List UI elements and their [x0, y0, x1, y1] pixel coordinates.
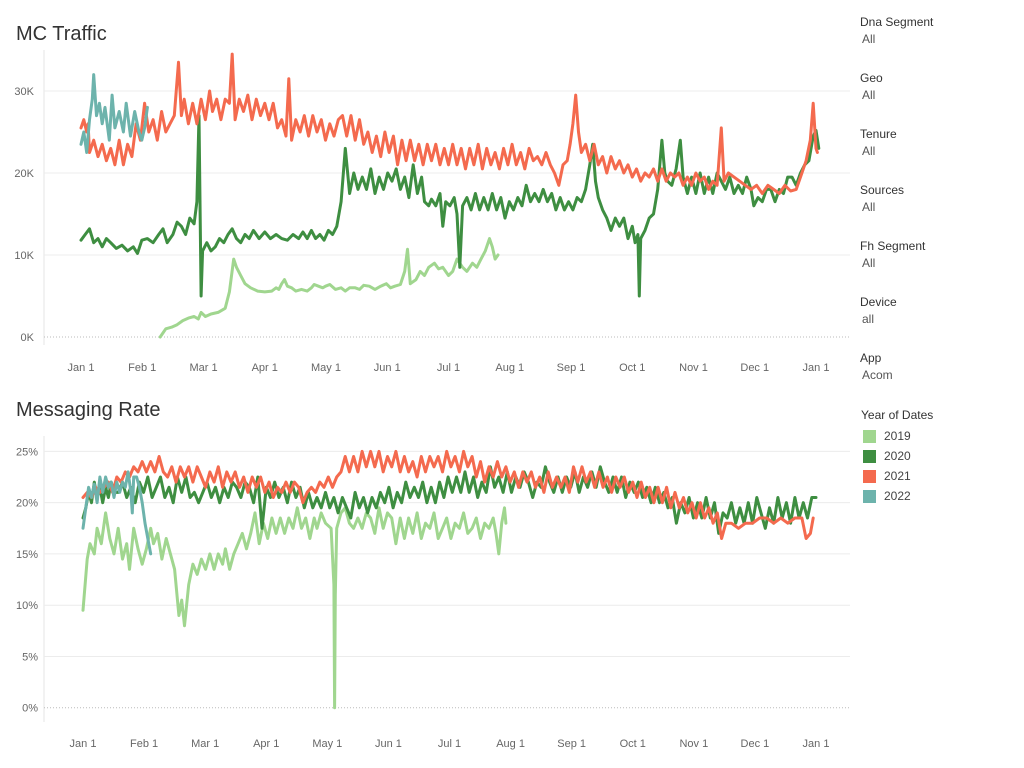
- messaging-rate-series: [81, 449, 818, 710]
- x-tick-label: Jun 1: [374, 362, 401, 374]
- messaging-rate-title: Messaging Rate: [16, 399, 161, 421]
- series-line-2019[interactable]: [81, 506, 508, 710]
- x-tick-label: Mar 1: [191, 738, 219, 750]
- x-tick-label: Jan 1: [803, 362, 830, 374]
- filter-label: App: [860, 351, 882, 365]
- filter-fh-segment: Fh Segment All: [860, 238, 1020, 294]
- filter-label: Geo: [860, 71, 883, 85]
- x-tick-label: Jun 1: [375, 738, 402, 750]
- filter-value[interactable]: All: [862, 32, 876, 46]
- x-tick-label: Jul 1: [437, 362, 460, 374]
- filter-value[interactable]: all: [862, 312, 875, 326]
- x-tick-label: Dec 1: [740, 362, 769, 374]
- series-line-2021[interactable]: [79, 52, 819, 195]
- series-line-2021[interactable]: [81, 449, 815, 540]
- y-tick-label: 10%: [16, 600, 38, 612]
- legend-label: 2022: [884, 489, 911, 503]
- legend-swatch: [863, 449, 876, 463]
- legend-label: 2020: [884, 449, 911, 463]
- legend-item-2021[interactable]: 2021: [861, 466, 1021, 486]
- x-tick-label: Nov 1: [679, 362, 708, 374]
- x-tick-label: Aug 1: [496, 738, 525, 750]
- x-tick-label: Jul 1: [438, 738, 461, 750]
- x-tick-label: Jan 1: [68, 362, 95, 374]
- y-tick-label: 0K: [21, 332, 35, 344]
- x-tick-label: Dec 1: [741, 738, 770, 750]
- x-tick-label: Oct 1: [619, 362, 645, 374]
- legend-swatch: [863, 469, 876, 483]
- filter-sources: Sources All: [860, 182, 1020, 238]
- mc-traffic-title: MC Traffic: [16, 23, 107, 45]
- legend-swatch: [863, 489, 876, 503]
- filter-geo: Geo All: [860, 70, 1020, 126]
- series-line-2022[interactable]: [79, 73, 149, 154]
- x-tick-label: Jan 1: [70, 738, 97, 750]
- x-tick-label: Aug 1: [495, 362, 524, 374]
- legend-swatch: [863, 429, 876, 443]
- legend-label: 2021: [884, 469, 911, 483]
- year-legend: Year of Dates 2019 2020 2021 2022: [861, 407, 1021, 506]
- filter-value[interactable]: All: [862, 144, 876, 158]
- mc-traffic-y-axis: 0K 10K 20K 30K: [14, 86, 34, 344]
- filter-tenure: Tenure All: [860, 126, 1020, 182]
- y-tick-label: 20K: [14, 168, 34, 180]
- legend-label: 2019: [884, 429, 911, 443]
- filter-value[interactable]: Acom: [862, 368, 893, 382]
- y-tick-label: 10K: [14, 250, 34, 262]
- filter-value[interactable]: All: [862, 256, 876, 270]
- x-tick-label: Nov 1: [679, 738, 708, 750]
- series-line-2022[interactable]: [81, 470, 153, 556]
- mc-traffic-grid: [43, 50, 850, 345]
- filter-dna-segment: Dna Segment All: [860, 14, 1020, 70]
- filter-app: App Acom: [860, 350, 1020, 406]
- mc-traffic-x-axis: Jan 1 Feb 1 Mar 1 Apr 1 May 1 Jun 1 Jul 1 Aug 1…: [68, 362, 830, 374]
- filter-label: Device: [860, 295, 897, 309]
- y-tick-label: 5%: [22, 651, 38, 663]
- filter-panel: Dna Segment All Geo All Tenure All Sourc…: [860, 14, 1020, 406]
- filter-label: Dna Segment: [860, 15, 934, 29]
- x-tick-label: Oct 1: [620, 738, 646, 750]
- legend-title: Year of Dates: [861, 408, 934, 422]
- messaging-rate-grid: [43, 436, 850, 722]
- x-tick-label: Mar 1: [189, 362, 217, 374]
- mc-traffic-series: [79, 52, 821, 339]
- filter-label: Tenure: [860, 127, 897, 141]
- x-tick-label: Jan 1: [803, 738, 830, 750]
- filter-value[interactable]: All: [862, 200, 876, 214]
- legend-item-2019[interactable]: 2019: [861, 426, 1021, 446]
- filter-device: Device all: [860, 294, 1020, 350]
- x-tick-label: Apr 1: [252, 362, 278, 374]
- y-tick-label: 30K: [14, 86, 34, 98]
- y-tick-label: 25%: [16, 446, 38, 458]
- messaging-rate-y-axis: 0% 5% 10% 15% 20% 25%: [16, 446, 38, 714]
- filter-value[interactable]: All: [862, 88, 876, 102]
- x-tick-label: Sep 1: [557, 362, 586, 374]
- charts-canvas: MC Traffic 0K 10K 20K 30K Jan 1 Feb 1 Mar 1 Ap…: [14, 23, 850, 750]
- x-tick-label: Feb 1: [130, 738, 158, 750]
- x-tick-label: Feb 1: [128, 362, 156, 374]
- x-tick-label: May 1: [312, 738, 342, 750]
- filter-label: Sources: [860, 183, 905, 197]
- legend-item-2022[interactable]: 2022: [861, 486, 1021, 506]
- y-tick-label: 15%: [16, 549, 38, 561]
- messaging-rate-x-axis: Jan 1 Feb 1 Mar 1 Apr 1 May 1 Jun 1 Jul 1 Aug 1…: [70, 738, 830, 750]
- x-tick-label: Sep 1: [557, 738, 586, 750]
- mc-traffic-chart: MC Traffic 0K 10K 20K 30K Jan 1 Feb 1 Mar 1 Ap…: [14, 23, 850, 374]
- x-tick-label: Apr 1: [253, 738, 279, 750]
- legend-item-2020[interactable]: 2020: [861, 446, 1021, 466]
- y-tick-label: 20%: [16, 498, 38, 510]
- messaging-rate-chart: Messaging Rate 0% 5% 10% 15% 20% 25% Jan 1 Feb…: [16, 399, 850, 750]
- x-tick-label: May 1: [311, 362, 341, 374]
- y-tick-label: 0%: [22, 703, 38, 715]
- series-line-2020[interactable]: [79, 114, 821, 298]
- series-line-2019[interactable]: [158, 237, 500, 339]
- filter-label: Fh Segment: [860, 239, 926, 253]
